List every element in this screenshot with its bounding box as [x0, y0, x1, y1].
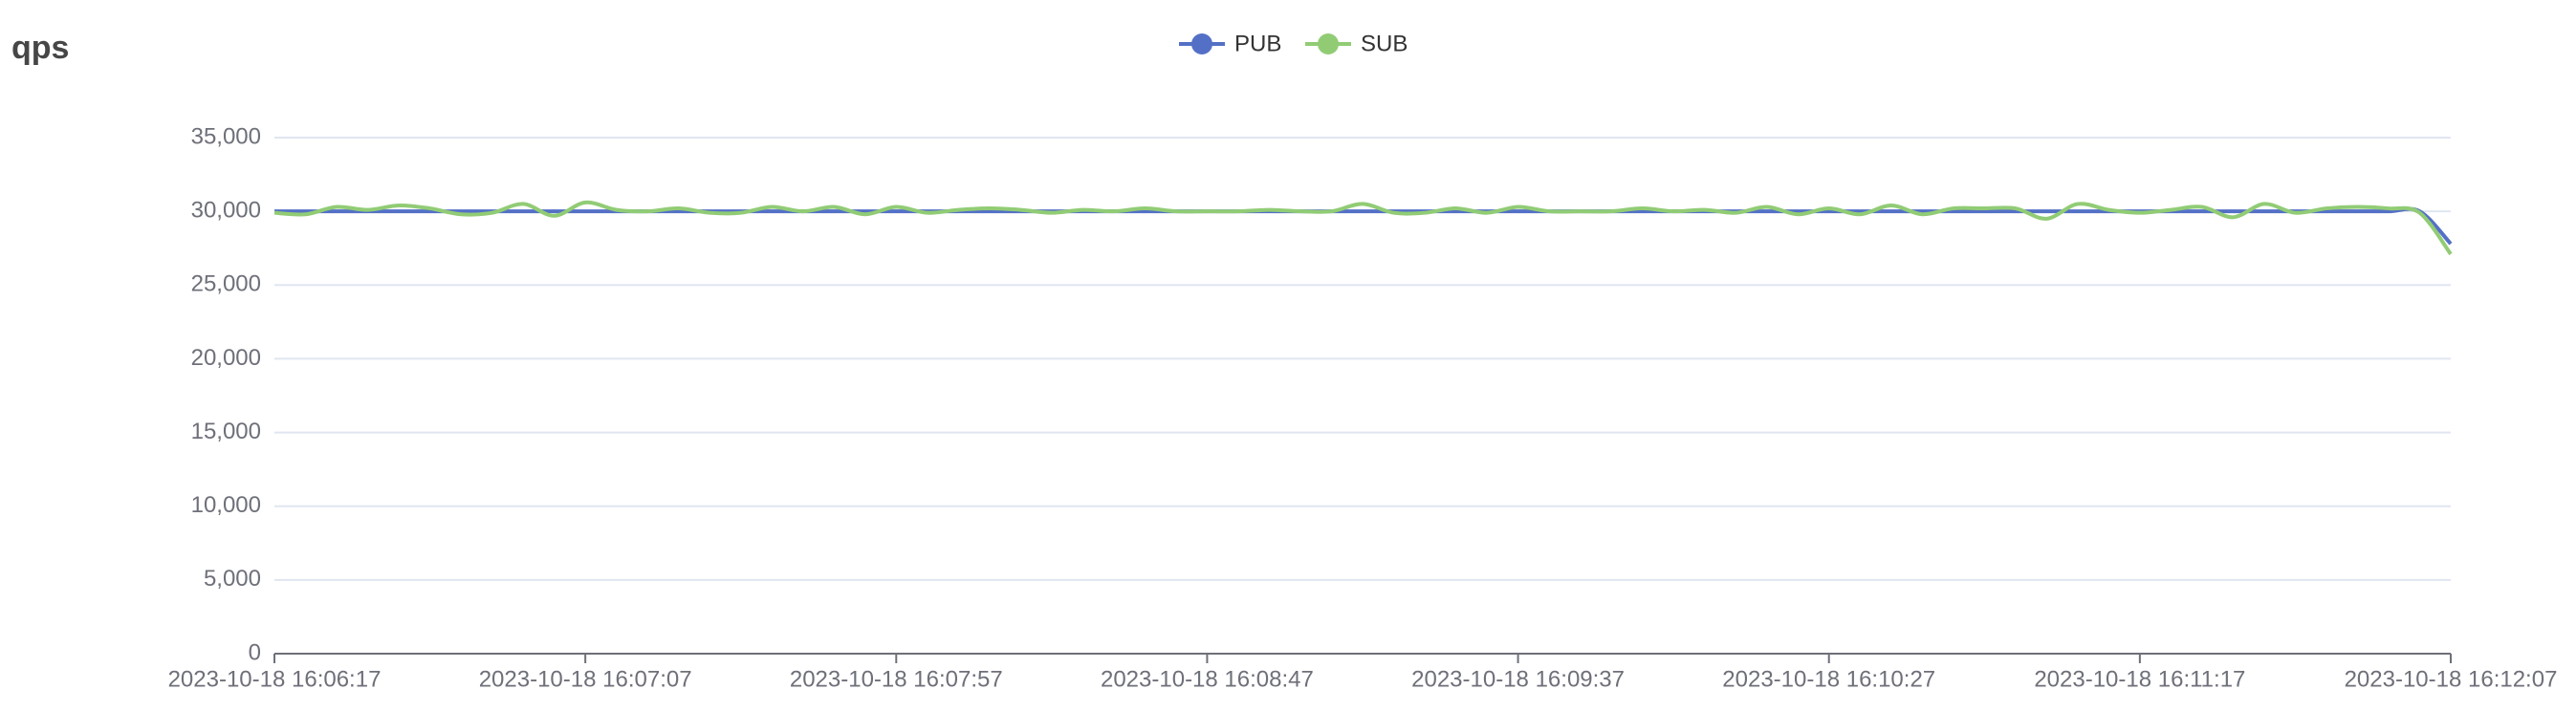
x-tick-label: 2023-10-18 16:12:07 [2345, 666, 2558, 692]
series-line [273, 200, 2453, 256]
y-tick-label: 0 [249, 639, 261, 665]
x-tick-label: 2023-10-18 16:11:17 [2034, 666, 2245, 692]
legend-marker [1191, 33, 1212, 54]
legend-marker [1318, 33, 1339, 54]
chart-title: qps [11, 30, 69, 66]
x-tick-label: 2023-10-18 16:08:47 [1101, 666, 1314, 692]
y-tick-label: 5,000 [204, 566, 261, 592]
legend-label: PUB [1234, 31, 1281, 56]
x-tick-label: 2023-10-18 16:06:17 [168, 666, 382, 692]
x-tick-label: 2023-10-18 16:09:37 [1411, 666, 1625, 692]
y-tick-label: 25,000 [191, 271, 261, 297]
x-tick-label: 2023-10-18 16:07:57 [790, 666, 1003, 692]
series-line [274, 206, 2453, 246]
x-tick-label: 2023-10-18 16:07:07 [479, 666, 692, 692]
y-tick-label: 10,000 [191, 492, 261, 518]
y-tick-label: 15,000 [191, 419, 261, 444]
y-tick-label: 30,000 [191, 197, 261, 223]
legend-label: SUB [1361, 31, 1408, 56]
y-tick-label: 20,000 [191, 345, 261, 371]
x-tick-label: 2023-10-18 16:10:27 [1722, 666, 1935, 692]
y-tick-label: 35,000 [191, 123, 261, 149]
